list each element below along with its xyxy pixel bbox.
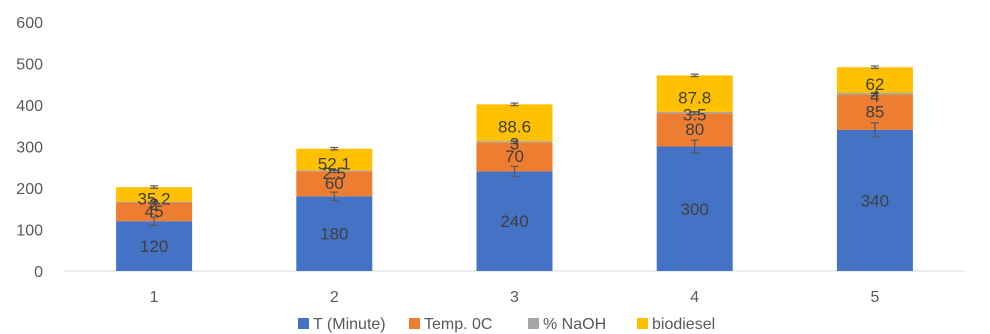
y-tick-label: 100 — [16, 223, 43, 240]
y-tick-label: 600 — [16, 15, 43, 32]
data-label: 88.6 — [498, 118, 531, 137]
bar-segment — [296, 196, 373, 271]
bar-segment — [656, 146, 733, 271]
data-label: 2 — [149, 195, 158, 214]
data-label: 85 — [865, 102, 884, 121]
y-tick-label: 300 — [16, 140, 43, 157]
x-tick-label: 3 — [510, 289, 519, 306]
data-label: 3.5 — [683, 106, 707, 125]
legend-swatch — [528, 318, 539, 329]
x-tick-label: 4 — [690, 289, 699, 306]
legend-label: T (Minute) — [313, 316, 386, 333]
legend-swatch — [298, 318, 309, 329]
bar-segment — [476, 171, 553, 271]
data-label: 87.8 — [678, 89, 711, 108]
data-label: 3 — [510, 135, 519, 154]
legend-label: biodiesel — [652, 316, 715, 333]
x-tick-label: 2 — [330, 289, 339, 306]
legend-swatch — [637, 318, 648, 329]
legend-swatch — [409, 318, 420, 329]
bar-segment — [836, 129, 913, 271]
data-label: 52.1 — [318, 155, 351, 174]
bar-segment — [116, 221, 193, 271]
legend-label: Temp. 0C — [424, 316, 492, 333]
y-axis: 0 100 200 300 400 500 600 — [16, 15, 43, 281]
data-label: 45 — [145, 202, 164, 221]
bar-segment — [476, 104, 553, 142]
bar-segment — [836, 67, 913, 93]
data-label: 180 — [320, 225, 348, 244]
x-tick-label: 1 — [150, 289, 159, 306]
error-bars — [150, 65, 879, 226]
data-label: 240 — [500, 212, 528, 231]
x-axis: 1 2 3 4 5 — [64, 270, 965, 306]
data-label: 2.5 — [322, 164, 346, 183]
data-label: 35.2 — [138, 189, 171, 208]
data-label: 300 — [681, 200, 709, 219]
legend: T (Minute) Temp. 0C % NaOH biodiesel — [298, 316, 715, 333]
bar-segment — [656, 75, 733, 112]
data-label: 70 — [505, 147, 524, 166]
legend-label: % NaOH — [543, 316, 606, 333]
data-label: 340 — [861, 191, 889, 210]
data-label: 60 — [325, 174, 344, 193]
y-tick-label: 400 — [16, 98, 43, 115]
data-label: 62 — [865, 75, 884, 94]
data-label: 80 — [685, 120, 704, 139]
data-label: 4 — [870, 87, 879, 106]
bar-segment — [296, 148, 373, 171]
data-label: 120 — [140, 237, 168, 256]
y-tick-label: 0 — [34, 264, 43, 281]
bar-segment — [116, 202, 193, 222]
y-tick-label: 200 — [16, 181, 43, 198]
y-tick-label: 500 — [16, 57, 43, 74]
bar-segment — [116, 187, 193, 202]
x-tick-label: 5 — [870, 289, 879, 306]
